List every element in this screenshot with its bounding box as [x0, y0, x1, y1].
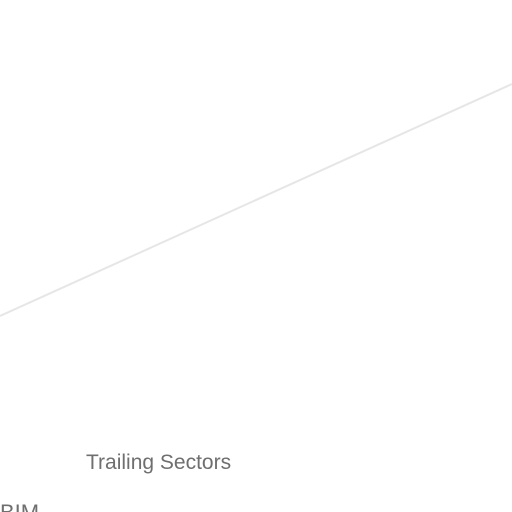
divider-line — [0, 83, 512, 317]
trailing-sectors-heading: Trailing Sectors — [86, 451, 232, 474]
sector-list-item-label[interactable]: BIM — [0, 499, 39, 512]
